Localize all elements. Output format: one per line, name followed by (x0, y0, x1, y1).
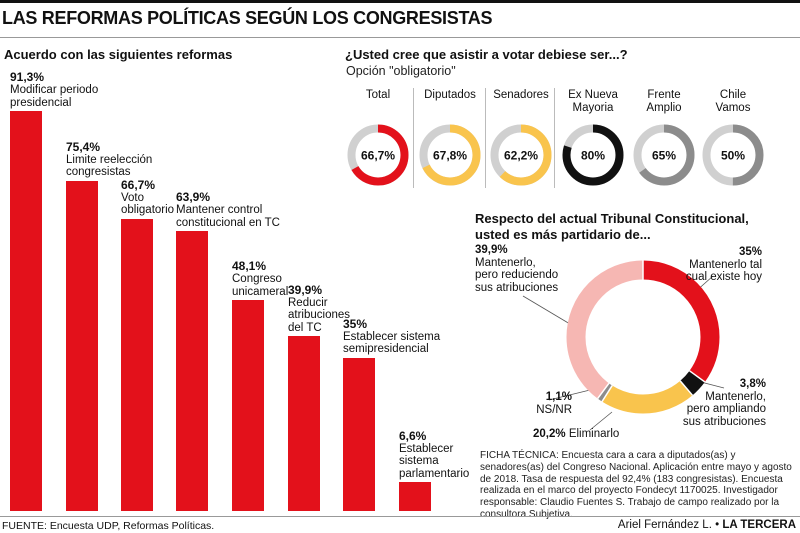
bar (343, 357, 375, 511)
bar-value-label: 66,7% (121, 177, 156, 192)
tc-chart-title-line2: usted es más partidario de... (475, 227, 651, 242)
bar-category-label: Mantener control constitucional en TC (176, 204, 280, 229)
tc-slice-value: 3,8% (739, 378, 766, 390)
bar-value-label: 48,1% (232, 259, 267, 274)
bar-category-label: Congreso unicameral (232, 273, 289, 298)
tc-slice-label: 35% Mantenerlo tal cual existe hoy (686, 246, 762, 284)
bar-category-label: Establecer sistema parlamentario (399, 442, 470, 480)
bar-value-label: 35% (343, 316, 368, 331)
donut-arc (490, 124, 552, 186)
bar-value-label: 75,4% (66, 139, 101, 154)
donut-value-label: 80% (581, 149, 605, 163)
bar (66, 180, 98, 511)
slice-separator (601, 385, 613, 402)
donut-separator (413, 88, 414, 188)
bar (288, 336, 320, 511)
tc-slice-value: 39,9% (475, 244, 508, 256)
bar (176, 231, 208, 511)
bar-category-label: Limite reelección congresistas (66, 153, 153, 179)
donut-track (347, 124, 409, 186)
tc-slice-value: 20,2% (533, 428, 566, 440)
outlet-name: LA TERCERA (722, 519, 796, 531)
tc-slice-label: 20,2% Eliminarlo (533, 428, 619, 441)
bar-category-label: Voto obligatorio (121, 191, 175, 217)
credit-separator: • (711, 519, 723, 531)
footer-divider (0, 516, 800, 517)
donut-track (633, 124, 695, 186)
donut-category-label: Diputados (424, 89, 476, 101)
tc-slice-value: 35% (738, 246, 762, 258)
bar-category-label: Reducir atribuciones del TC (288, 296, 351, 334)
donut-category-label: Ex Nueva Mayoria (568, 89, 618, 114)
donut-track (419, 124, 481, 186)
technical-note: FICHA TÉCNICA: Encuesta cara a cara a di… (480, 450, 792, 520)
tc-slice-name: Eliminarlo (568, 428, 620, 440)
donut-category-label: Senadores (493, 89, 549, 101)
bar (121, 218, 153, 511)
tc-slice-label: 1,1% NS/NR (536, 391, 572, 416)
donut-category-label: Chile Vamos (715, 89, 751, 114)
donut-arc (347, 124, 409, 186)
page-title: LAS REFORMAS POLÍTICAS SEGÚN LOS CONGRES… (2, 8, 493, 28)
donut-value-label: 67,8% (433, 149, 467, 163)
donut-value-label: 65% (652, 149, 676, 163)
top-rule (0, 0, 800, 3)
tc-slice-name: Mantenerlo, pero reduciendo sus atribuci… (475, 256, 559, 294)
donut-value-label: 62,2% (504, 149, 538, 163)
title-divider (0, 37, 800, 38)
bar (10, 111, 42, 511)
bar-category-label: Establecer sistema semipresidencial (343, 330, 441, 356)
donut-arc (633, 124, 695, 186)
donut-category-label: Frente Amplio (646, 89, 682, 114)
donut-value-label: 50% (721, 149, 745, 163)
leader-line (522, 295, 576, 328)
bar (399, 482, 431, 511)
source-note: FUENTE: Encuesta UDP, Reformas Políticas… (2, 520, 215, 532)
tc-slice-name: Mantenerlo tal cual existe hoy (685, 258, 762, 284)
donut-arc (419, 124, 481, 186)
tc-slice-name: Mantenerlo, pero ampliando sus atribucio… (682, 390, 766, 428)
tc-slice-label: 39,9% Mantenerlo, pero reduciendo sus atr… (475, 244, 558, 294)
tc-slice-label: 3,8% Mantenerlo, pero ampliando sus atrib… (683, 378, 766, 428)
bar (232, 300, 264, 511)
tc-chart-title: Respecto del actual Tribunal Constitucio… (475, 211, 749, 226)
donut-track (702, 124, 764, 186)
bar-value-label: 39,9% (288, 282, 323, 297)
bar-value-label: 63,9% (176, 190, 211, 205)
author-name: Ariel Fernández L. (617, 519, 712, 531)
donut-track (562, 124, 624, 186)
tc-slice-name: NS/NR (536, 403, 572, 416)
donut-section-title: ¿Usted cree que asistir a votar debiese … (345, 47, 628, 62)
donut-value-label: 66,7% (361, 149, 395, 163)
tc-slice-value: 1,1% (545, 391, 572, 403)
credit-line: Ariel Fernández L. • LA TERCERA (618, 519, 796, 531)
bar-value-label: 6,6% (399, 428, 427, 443)
donut-arc (702, 124, 764, 186)
donut-track (490, 124, 552, 186)
bar-value-label: 91,3% (10, 70, 45, 85)
donut-separator (485, 88, 486, 188)
donut-section-subtitle: Opción "obligatorio" (346, 64, 456, 78)
bar-chart-title: Acuerdo con las siguientes reformas (4, 47, 233, 62)
slice-separator (597, 382, 610, 400)
donut-arc (562, 124, 624, 186)
donut-category-label: Total (365, 89, 391, 101)
bar-category-label: Modificar periodo presidencial (10, 84, 99, 109)
donut-separator (554, 88, 555, 188)
